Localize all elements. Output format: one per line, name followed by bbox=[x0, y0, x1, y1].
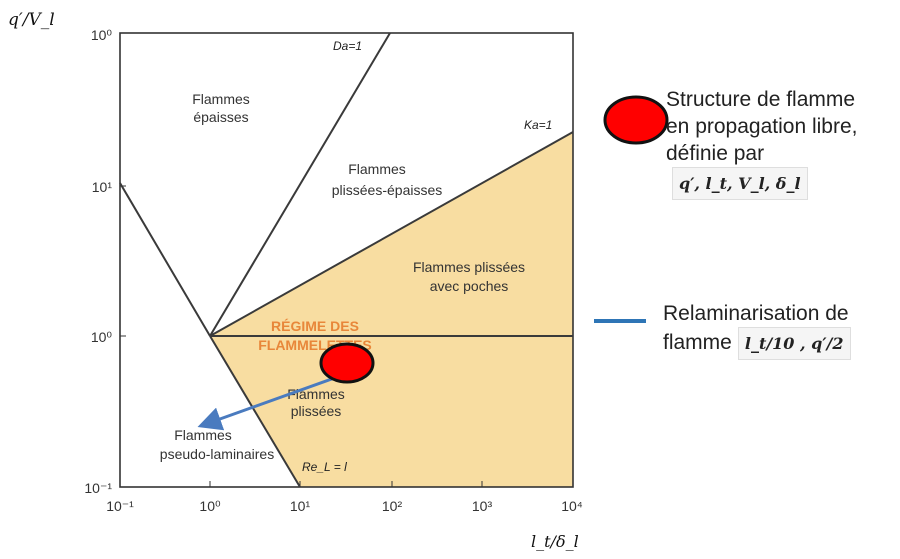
x-tick-5: 10⁴ bbox=[561, 498, 583, 514]
legend-line-line-1: Relaminarisation de bbox=[663, 302, 849, 325]
legend-marker-line-2: en propagation libre, bbox=[666, 115, 858, 138]
legend-line-formula: l_t/10 , q′/2 bbox=[737, 327, 851, 360]
region-pseudo-1: Flammes bbox=[174, 427, 232, 443]
y-axis-label: q′/V_l bbox=[8, 10, 55, 30]
region-plissees-epaisses-2: plissées-épaisses bbox=[332, 182, 443, 198]
x-tick-2: 10¹ bbox=[290, 498, 311, 514]
region-poches-1: Flammes plissées bbox=[413, 259, 525, 275]
re-line bbox=[209, 335, 301, 488]
legend-marker-formula: q′, l_t, V_l, δ_l bbox=[672, 167, 808, 200]
y-tick-1: 10¹ bbox=[92, 179, 113, 195]
legend-line-line-2-row: flamme l_t/10 , q′/2 bbox=[663, 327, 895, 360]
legend-line-text: Relaminarisation de flamme l_t/10 , q′/2 bbox=[663, 300, 895, 360]
da-line bbox=[209, 32, 391, 337]
shaded-regime-area bbox=[210, 132, 573, 487]
ka-line bbox=[209, 131, 574, 337]
flame-marker bbox=[319, 342, 375, 384]
region-plissees-1: Flammes bbox=[287, 386, 345, 402]
region-epaisses-2: épaisses bbox=[193, 109, 248, 125]
legend-marker-line-1: Structure de flamme bbox=[666, 88, 856, 111]
region-poches-2: avec poches bbox=[430, 278, 509, 294]
x-tick-3: 10² bbox=[382, 498, 403, 514]
legend-marker-text: Structure de flamme en propagation libre… bbox=[666, 86, 894, 200]
x-tick-0: 10⁻¹ bbox=[106, 498, 134, 514]
da-label: Da=1 bbox=[333, 39, 362, 53]
left-boundary-line bbox=[119, 182, 211, 337]
region-pseudo-2: pseudo-laminaires bbox=[160, 446, 274, 462]
regime-label-1: RÉGIME DES bbox=[271, 318, 359, 334]
legend-line-line-2: flamme bbox=[663, 331, 732, 354]
x-tick-1: 10⁰ bbox=[199, 498, 221, 514]
y-tick-2: 10⁰ bbox=[91, 329, 113, 345]
relaminarisation-arrow bbox=[197, 374, 341, 431]
x-axis-label: l_t/δ_l bbox=[531, 532, 579, 551]
legend-marker-icon bbox=[603, 95, 669, 145]
y-tick-0: 10⁰ bbox=[91, 27, 113, 43]
legend-marker-line-3: définie par bbox=[666, 142, 765, 165]
y-tick-3: 10⁻¹ bbox=[84, 480, 112, 496]
region-plissees-epaisses-1: Flammes bbox=[348, 161, 406, 177]
plot-border bbox=[119, 32, 574, 488]
ka-label: Ka=1 bbox=[524, 118, 552, 132]
region-epaisses-1: Flammes bbox=[192, 91, 250, 107]
legend-marker-line-3-row: définie parq′, l_t, V_l, δ_l bbox=[666, 140, 894, 200]
re-label: Re_L = l bbox=[302, 460, 347, 474]
x-tick-4: 10³ bbox=[472, 498, 493, 514]
region-plissees-2: plissées bbox=[291, 403, 342, 419]
